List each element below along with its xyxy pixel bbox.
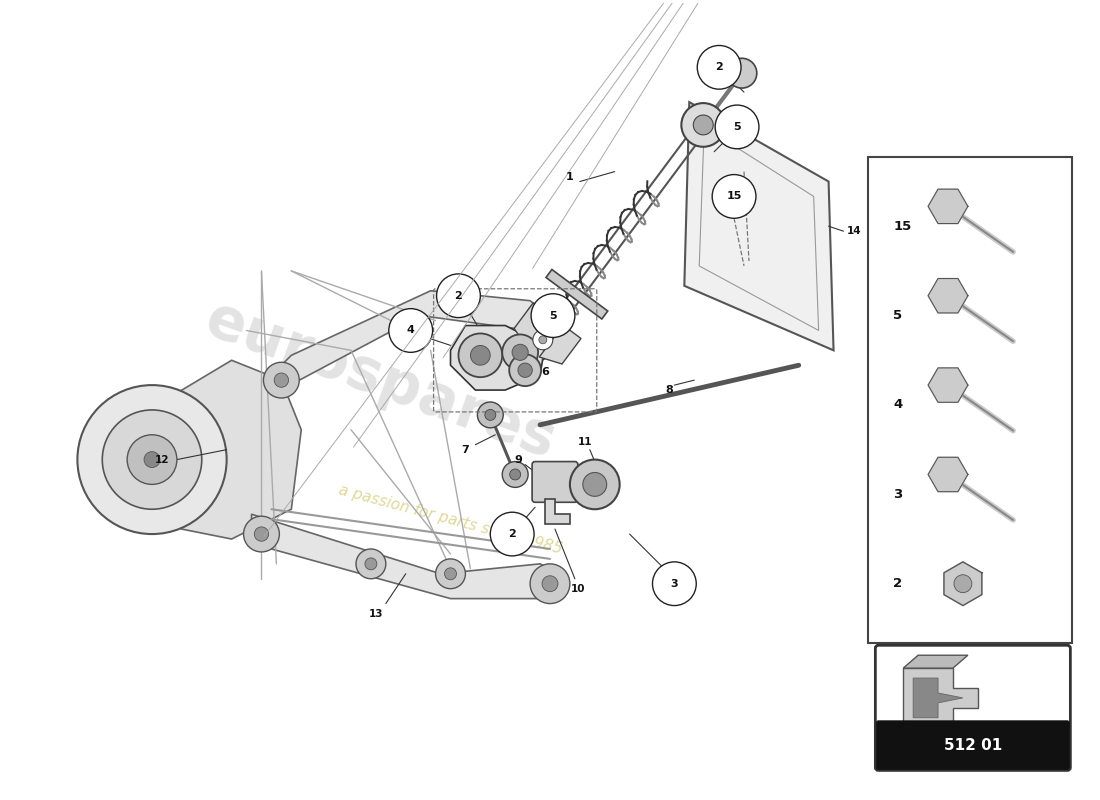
Text: a passion for parts since 1985: a passion for parts since 1985 — [337, 482, 564, 556]
Circle shape — [525, 301, 565, 341]
Polygon shape — [684, 102, 834, 350]
Circle shape — [254, 527, 268, 542]
Text: 3: 3 — [893, 488, 902, 501]
Polygon shape — [928, 278, 968, 313]
Text: 2: 2 — [454, 290, 462, 301]
Text: 4: 4 — [407, 326, 415, 335]
Text: 5: 5 — [549, 310, 557, 321]
Polygon shape — [546, 270, 608, 319]
Polygon shape — [544, 499, 570, 524]
Text: 2: 2 — [508, 529, 516, 539]
Circle shape — [243, 516, 279, 552]
Polygon shape — [928, 189, 968, 223]
Circle shape — [539, 336, 547, 344]
Circle shape — [477, 402, 503, 428]
Circle shape — [518, 363, 532, 378]
Circle shape — [727, 58, 757, 88]
Text: 6: 6 — [541, 367, 549, 377]
Circle shape — [715, 105, 759, 149]
Circle shape — [264, 362, 299, 398]
Text: 512 01: 512 01 — [944, 738, 1002, 753]
Circle shape — [509, 354, 541, 386]
Circle shape — [681, 103, 725, 146]
Circle shape — [570, 459, 619, 510]
Text: 2: 2 — [715, 62, 723, 72]
Circle shape — [436, 559, 465, 589]
Polygon shape — [913, 678, 962, 718]
Polygon shape — [903, 668, 978, 728]
Text: 4: 4 — [893, 398, 902, 411]
Circle shape — [485, 410, 496, 420]
Text: 1: 1 — [566, 171, 574, 182]
Circle shape — [503, 462, 528, 487]
Polygon shape — [514, 303, 551, 348]
Polygon shape — [944, 562, 982, 606]
Text: 15: 15 — [893, 220, 912, 233]
Polygon shape — [903, 655, 968, 668]
Polygon shape — [252, 514, 560, 598]
Text: 11: 11 — [578, 437, 592, 446]
Circle shape — [437, 274, 481, 318]
Circle shape — [532, 330, 553, 350]
Polygon shape — [132, 360, 301, 539]
FancyBboxPatch shape — [877, 721, 1069, 770]
Circle shape — [491, 512, 535, 556]
Polygon shape — [928, 458, 968, 492]
Circle shape — [712, 174, 756, 218]
Text: 5: 5 — [734, 122, 741, 132]
Circle shape — [697, 46, 741, 89]
Polygon shape — [272, 290, 550, 395]
Circle shape — [388, 309, 432, 352]
Text: 8: 8 — [666, 385, 673, 395]
FancyBboxPatch shape — [532, 462, 578, 502]
Circle shape — [459, 334, 503, 377]
Circle shape — [583, 473, 607, 496]
Circle shape — [693, 115, 713, 135]
Circle shape — [128, 434, 177, 485]
Circle shape — [537, 313, 553, 329]
Circle shape — [542, 576, 558, 592]
Circle shape — [652, 562, 696, 606]
Circle shape — [356, 549, 386, 578]
Text: 12: 12 — [155, 454, 169, 465]
Circle shape — [513, 344, 528, 360]
Text: 9: 9 — [514, 454, 522, 465]
FancyBboxPatch shape — [876, 646, 1070, 770]
Text: 2: 2 — [893, 578, 902, 590]
Circle shape — [503, 334, 538, 370]
Text: eurospares: eurospares — [198, 290, 564, 470]
Text: 15: 15 — [726, 191, 741, 202]
FancyBboxPatch shape — [868, 157, 1072, 643]
Circle shape — [530, 564, 570, 603]
Circle shape — [365, 558, 377, 570]
Circle shape — [444, 568, 456, 580]
Circle shape — [471, 346, 491, 365]
Text: 14: 14 — [847, 226, 861, 236]
Polygon shape — [451, 326, 544, 390]
Text: 3: 3 — [671, 578, 679, 589]
Circle shape — [509, 469, 520, 480]
Text: 13: 13 — [368, 609, 383, 618]
Circle shape — [274, 373, 288, 387]
Circle shape — [144, 452, 159, 467]
Circle shape — [531, 294, 575, 338]
Polygon shape — [928, 368, 968, 402]
Text: 10: 10 — [571, 584, 585, 594]
Circle shape — [102, 410, 201, 510]
Polygon shape — [539, 325, 581, 364]
Circle shape — [77, 385, 227, 534]
Text: 7: 7 — [462, 445, 470, 454]
Text: 5: 5 — [893, 309, 902, 322]
Circle shape — [954, 574, 972, 593]
